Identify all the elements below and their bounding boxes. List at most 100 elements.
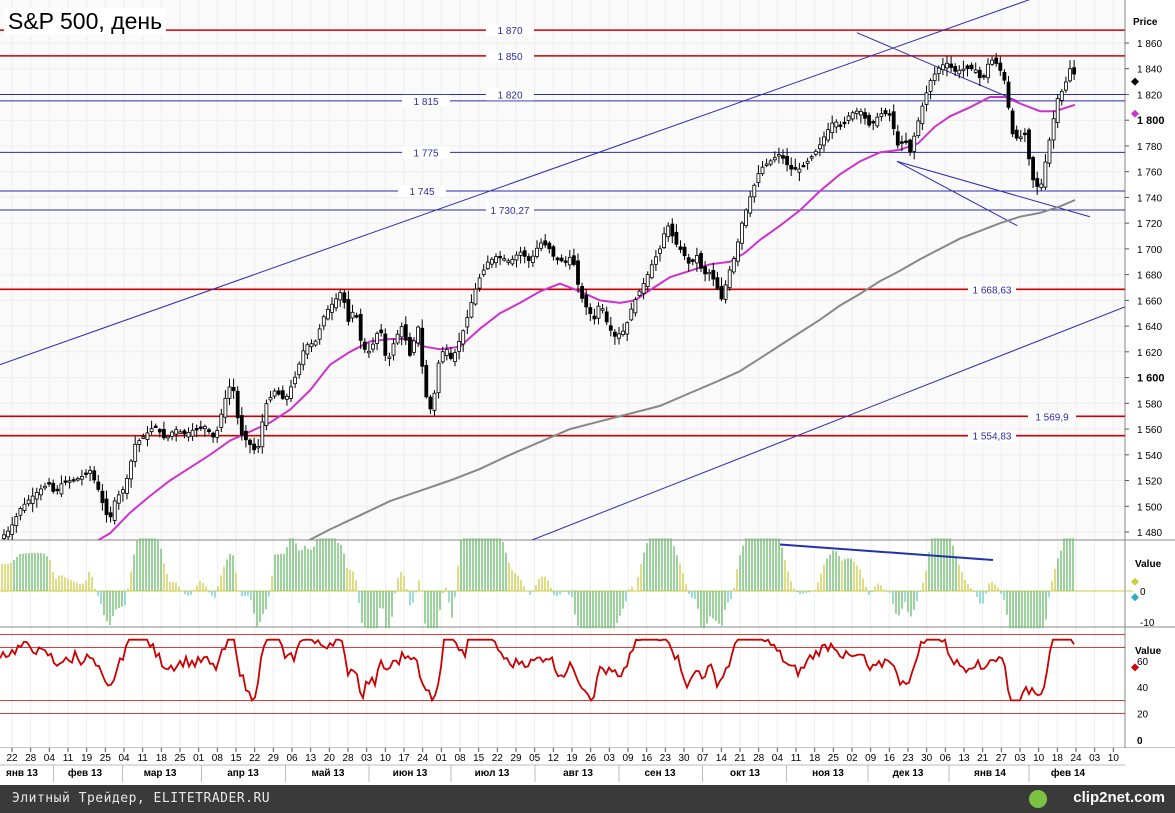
- candle-body: [990, 59, 994, 65]
- x-tick-label: 10: [1033, 753, 1045, 764]
- candle-body: [690, 259, 695, 262]
- candle-body: [334, 298, 339, 309]
- candle-body: [785, 155, 789, 166]
- candle-body: [895, 131, 900, 146]
- candle-body: [625, 322, 630, 335]
- level-label: 1 820: [497, 90, 522, 101]
- candle-body: [305, 344, 310, 355]
- candle-body: [276, 390, 281, 395]
- x-tick-label: 26: [585, 753, 597, 764]
- price-axis-label: Price: [1133, 17, 1158, 28]
- candle-body: [473, 288, 478, 305]
- candle-body: [875, 116, 880, 127]
- price-tick-label: 1 840: [1137, 65, 1162, 76]
- x-tick-label: 10: [380, 753, 392, 764]
- price-tick-label: 1 740: [1137, 193, 1162, 204]
- candle-body: [797, 168, 802, 173]
- osc-marker: [1131, 593, 1139, 602]
- candle-body: [391, 343, 396, 356]
- candle-body: [850, 112, 855, 120]
- ma-last-marker: [1131, 109, 1139, 118]
- price-tick-label: 1 820: [1137, 90, 1162, 101]
- candle-body: [231, 386, 236, 392]
- candle-body: [686, 257, 691, 264]
- level-label-bg: [486, 49, 534, 62]
- x-tick-label: 20: [324, 753, 336, 764]
- candle-body: [1014, 129, 1019, 139]
- x-tick-label: 14: [716, 753, 728, 764]
- candle-body: [379, 329, 384, 334]
- candle-body: [592, 315, 597, 320]
- candle-body: [383, 333, 388, 356]
- candle-body: [494, 256, 498, 264]
- candle-body: [59, 483, 64, 495]
- price-tick-label: 1 600: [1137, 373, 1165, 385]
- candle-body: [2, 534, 6, 539]
- candle-body: [703, 266, 707, 275]
- candle-body: [695, 255, 699, 264]
- candle-body: [772, 157, 777, 161]
- candle-body: [264, 403, 269, 426]
- candle-body: [973, 69, 978, 73]
- price-tick-label: 1 660: [1137, 296, 1162, 307]
- candle-body: [580, 285, 584, 299]
- candle-body: [104, 498, 109, 516]
- candle-body: [1072, 67, 1076, 75]
- level-label-bg: [486, 88, 534, 101]
- candle-body: [153, 425, 158, 429]
- candle-body: [1010, 110, 1015, 135]
- candle-body: [133, 443, 138, 462]
- candle-body: [600, 308, 605, 311]
- candle-body: [834, 121, 839, 128]
- candle-body: [596, 305, 601, 319]
- x-tick-label: 02: [846, 753, 858, 764]
- x-tick-label: 24: [417, 753, 429, 764]
- level-label: 1 668,63: [973, 285, 1012, 296]
- candle-body: [342, 292, 347, 303]
- candle-body: [805, 160, 810, 164]
- candle-body: [621, 330, 625, 336]
- candle-body: [498, 255, 503, 259]
- candle-body: [982, 75, 986, 78]
- candle-body: [1068, 68, 1072, 82]
- month-label: май 13: [312, 768, 345, 779]
- candle-body: [535, 247, 539, 257]
- candle-body: [194, 428, 199, 431]
- candle-body: [88, 470, 92, 474]
- osc-axis-label: Value: [1135, 559, 1162, 570]
- candle-body: [34, 492, 39, 500]
- candle-body: [166, 435, 170, 439]
- candle-body: [207, 429, 211, 433]
- candle-body: [670, 223, 675, 237]
- candle-body: [202, 426, 207, 430]
- candle-body: [338, 292, 343, 301]
- candle-body: [740, 222, 744, 244]
- candle-body: [121, 489, 125, 494]
- x-tick-label: 13: [958, 753, 970, 764]
- candle-body: [932, 73, 937, 82]
- candle-body: [416, 326, 421, 344]
- x-tick-label: 25: [828, 753, 840, 764]
- rsi-marker: [1131, 663, 1139, 672]
- x-tick-label: 07: [697, 753, 709, 764]
- level-label-bg: [486, 24, 534, 37]
- level-label-bg: [968, 283, 1016, 296]
- main-panel-bg: [0, 0, 1125, 540]
- x-tick-label: 01: [193, 753, 205, 764]
- candle-body: [715, 277, 720, 289]
- candle-body: [375, 333, 380, 344]
- candle-body: [22, 503, 27, 511]
- candle-body: [399, 326, 404, 338]
- month-label: сен 13: [644, 768, 676, 779]
- candle-body: [444, 348, 449, 357]
- month-label: янв 14: [974, 768, 1006, 779]
- candle-body: [879, 113, 884, 118]
- candle-body: [161, 429, 166, 439]
- price-tick-label: 1 560: [1137, 425, 1162, 436]
- x-tick-label: 10: [1108, 753, 1120, 764]
- candle-body: [1055, 98, 1060, 123]
- candle-body: [1031, 157, 1035, 181]
- candle-body: [576, 260, 580, 285]
- candle-body: [838, 124, 843, 127]
- candle-body: [170, 431, 175, 437]
